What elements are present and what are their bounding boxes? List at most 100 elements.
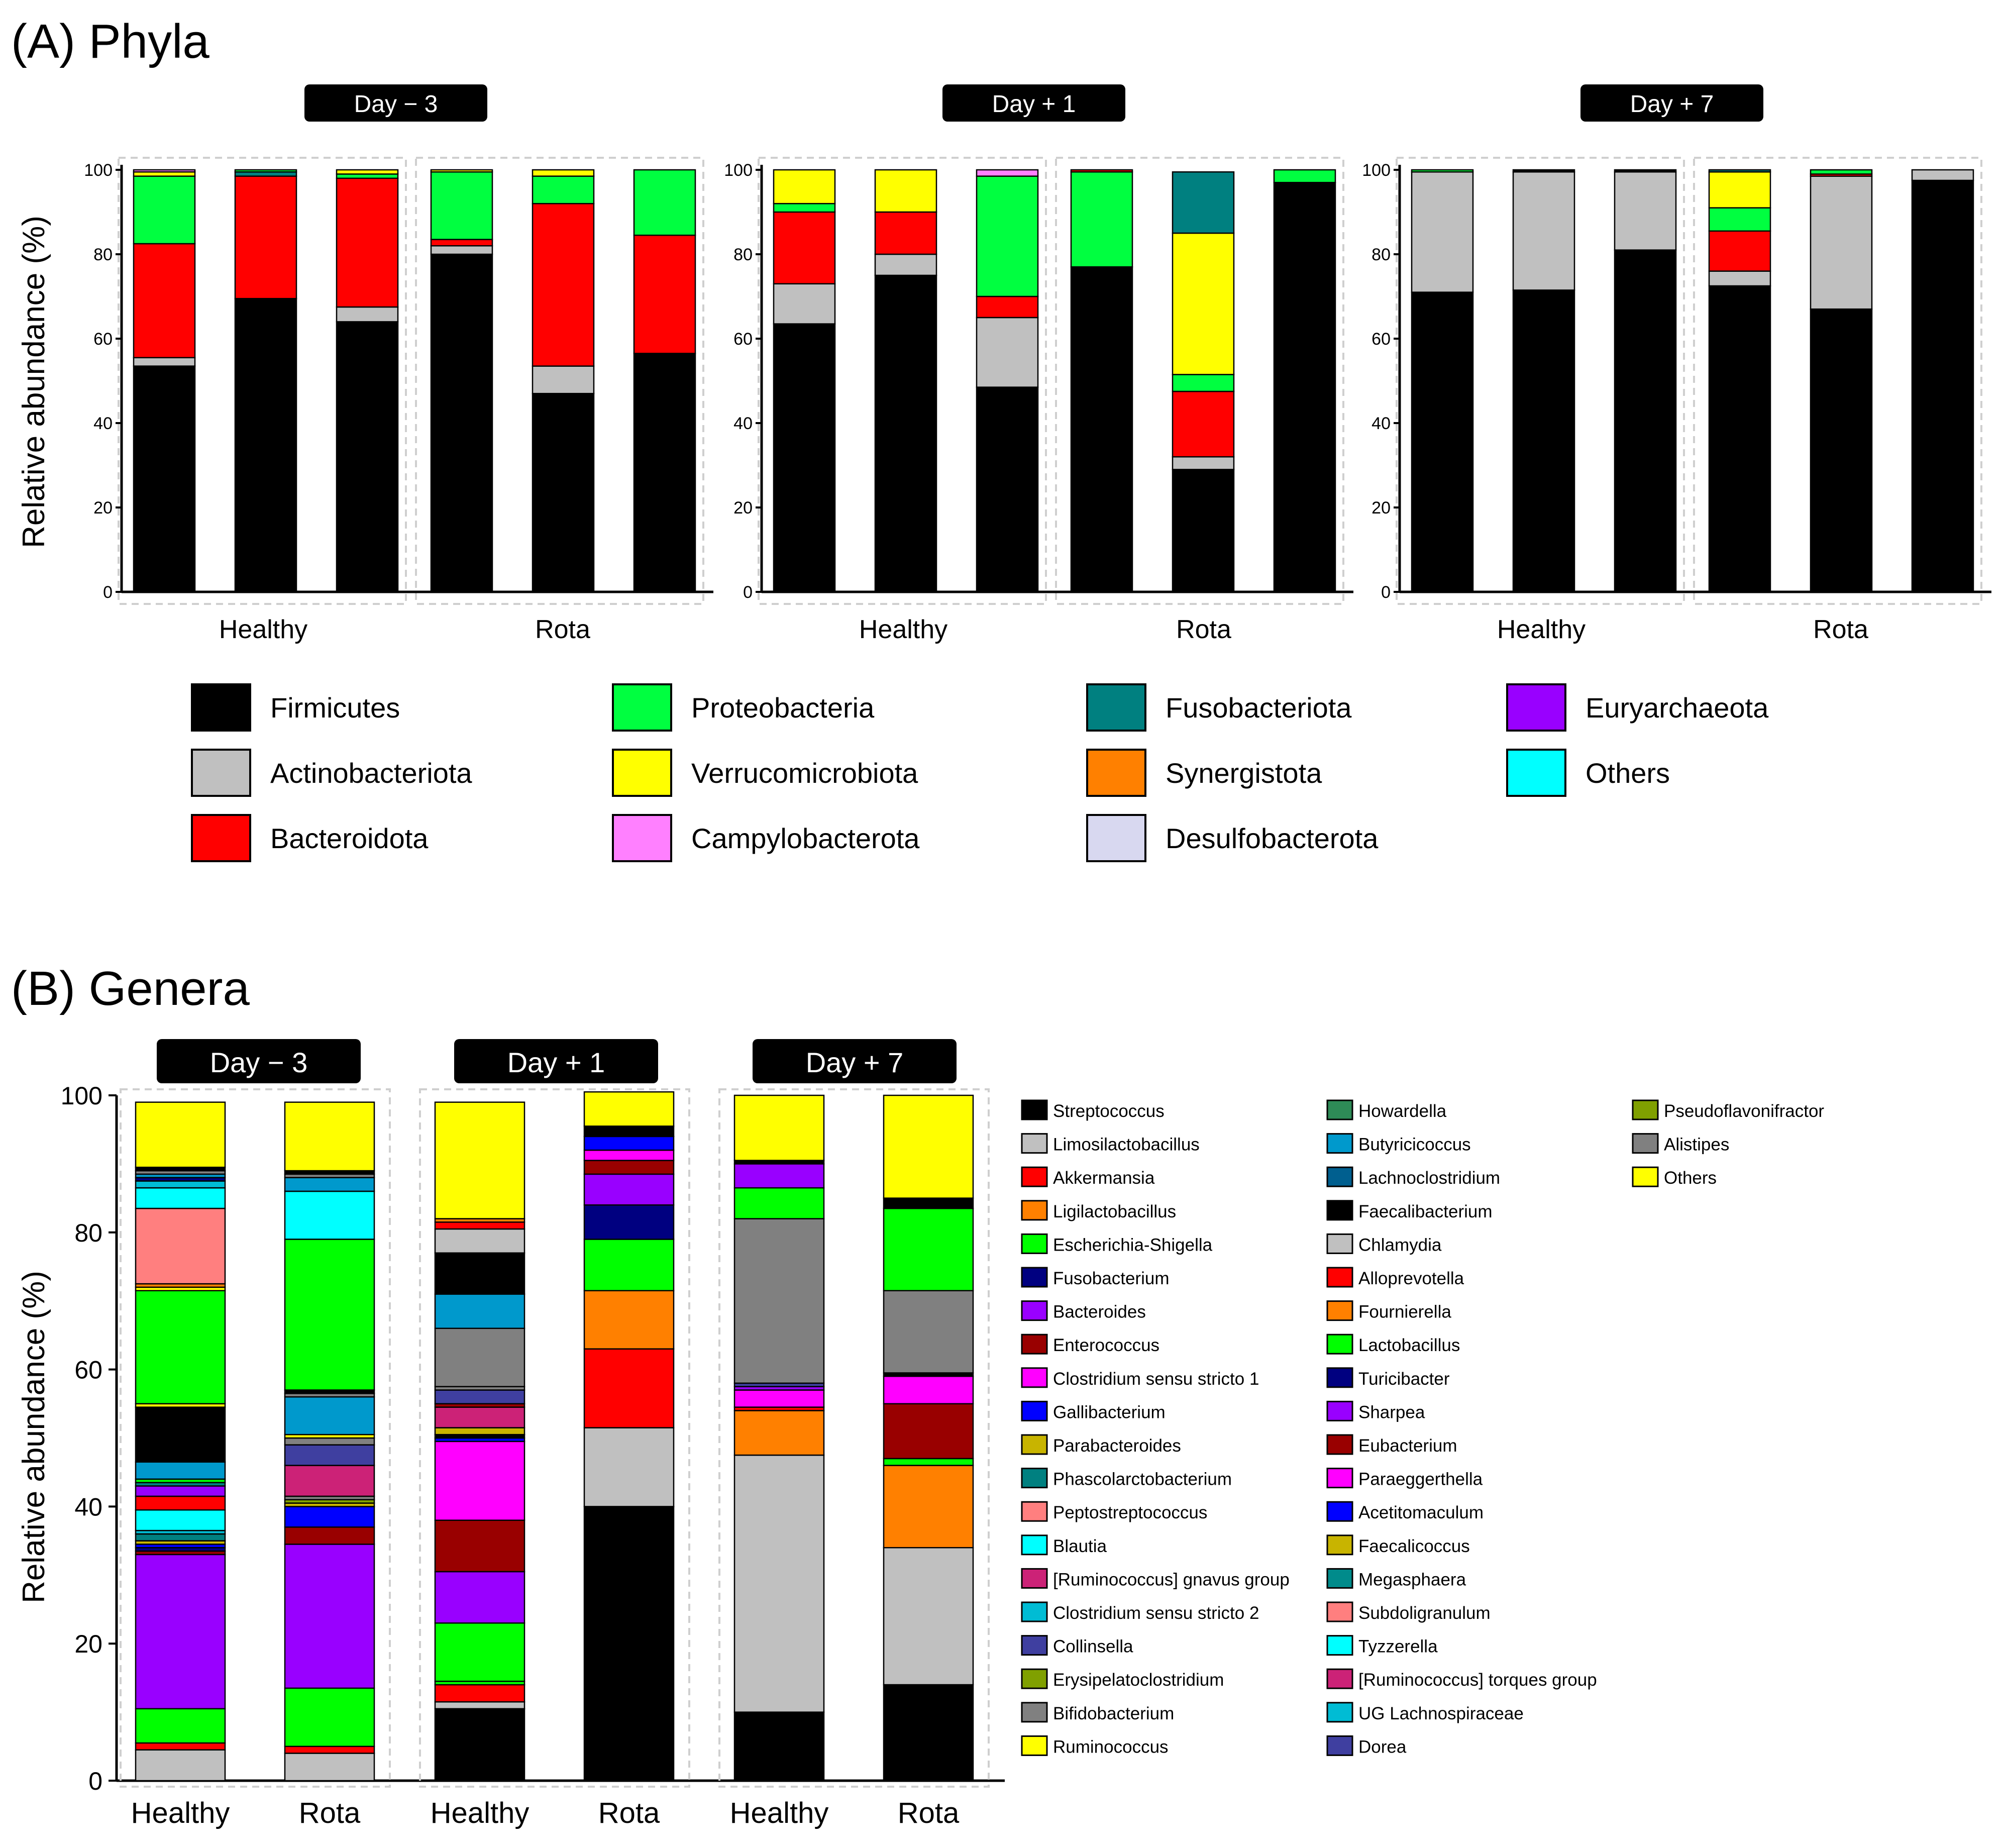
bar-segment-clostridium-sensu-stricto-2 xyxy=(135,1180,226,1189)
legend-label-phascolarctobacterium: Phascolarctobacterium xyxy=(1053,1470,1232,1489)
legend-label-turicibacter: Turicibacter xyxy=(1358,1369,1450,1389)
bar-segment-firmicutes xyxy=(1708,285,1771,593)
legend-label-others: Others xyxy=(1664,1168,1717,1188)
bar-segment-enterococcus xyxy=(284,1526,375,1545)
legend-swatch-howardella xyxy=(1326,1099,1353,1120)
legend-label-clostridium-sensu-stricto-2: Clostridium sensu stricto 2 xyxy=(1053,1603,1259,1623)
bar-segment-bacteroidota xyxy=(976,295,1039,319)
legend-swatch-actinobacteriota xyxy=(191,749,251,797)
bar-segment-phascolarctobacterium xyxy=(135,1533,226,1542)
panel-b-day-minus3-header: Day − 3 xyxy=(157,1039,361,1083)
panel-a-y-tick-label: 40 xyxy=(1371,414,1391,433)
legend-swatch-streptococcus xyxy=(1021,1099,1048,1120)
bar-segment-escherichia-shigella xyxy=(284,1239,375,1391)
bar-segment-bacteroidota xyxy=(633,234,696,354)
legend-swatch-ruminococcus-torques-group xyxy=(1326,1668,1353,1689)
bar-segment-butyricicoccus xyxy=(284,1177,375,1192)
bar-segment-parabacteroides xyxy=(434,1427,525,1435)
panel-b-day-plus7-header: Day + 7 xyxy=(753,1039,957,1083)
bar-segment-butyricicoccus xyxy=(284,1396,375,1435)
legend-label-peptostreptococcus: Peptostreptococcus xyxy=(1053,1503,1207,1522)
legend-label-escherichia-shigella: Escherichia-Shigella xyxy=(1053,1235,1213,1255)
panel-b-y-axis-label: Relative abundance (%) xyxy=(17,1271,51,1603)
panel-a-y-tick-label: 80 xyxy=(733,245,753,264)
bar-segment-actinobacteriota xyxy=(1512,171,1575,291)
legend-label-enterococcus: Enterococcus xyxy=(1053,1336,1159,1355)
panel-a-plots: 0 20 40 60 80 100 0 20 40 60 80 100 0 20 40 60 80 100 xyxy=(84,157,1991,605)
bar-segment-actinobacteriota xyxy=(1911,169,1974,181)
panel-a-day-plus7-header: Day + 7 xyxy=(1580,84,1763,122)
bar-segment-firmicutes xyxy=(874,274,937,593)
bar-segment-campylobacterota xyxy=(976,169,1039,177)
bar-segment-peptostreptococcus xyxy=(135,1207,226,1285)
bar-segment-escherichia-shigella xyxy=(583,1239,675,1291)
bar-segment-proteobacteria xyxy=(1810,169,1873,175)
panel-b-bar-label-rota: Rota xyxy=(898,1797,960,1829)
bar-segment-fusobacteriota xyxy=(1708,169,1771,173)
legend-swatch-campylobacterota xyxy=(612,814,672,862)
panel-a-y-tick-label: 100 xyxy=(84,161,113,180)
bar-segment-actinobacteriota xyxy=(1614,171,1677,251)
panel-b-y-tick-label: 0 xyxy=(88,1767,102,1795)
bar-segment-proteobacteria xyxy=(234,169,297,173)
bar-segment-actinobacteriota xyxy=(773,283,836,325)
panel-a-d1-rota-label: Rota xyxy=(1176,615,1231,644)
legend-swatch-tyzzerella xyxy=(1326,1635,1353,1656)
legend-label-parabacteroides: Parabacteroides xyxy=(1053,1436,1181,1456)
panel-a-group-frame xyxy=(1055,157,1344,605)
panel-a-y-tick-label: 80 xyxy=(1371,245,1391,264)
bar-segment-bacteroides xyxy=(733,1163,825,1189)
bar-segment-akkermansia xyxy=(284,1746,375,1754)
panel-a-d-3-healthy-label: Healthy xyxy=(219,615,307,644)
bar-segment-proteobacteria xyxy=(430,171,493,240)
panel-a-y-tick-label: 100 xyxy=(724,161,753,180)
bar-segment-bacteroides xyxy=(135,1485,226,1497)
bar-segment-fusobacteriota xyxy=(234,171,297,177)
legend-label-acetitomaculum: Acetitomaculum xyxy=(1358,1503,1484,1522)
bar-segment-verrucomicrobiota xyxy=(1172,232,1235,375)
bar-segment-akkermansia xyxy=(135,1495,226,1511)
bar-segment-bacteroidota xyxy=(874,211,937,255)
svg-text:Day + 1: Day + 1 xyxy=(992,91,1076,118)
bar-segment-escherichia-shigella xyxy=(883,1207,974,1291)
legend-swatch-turicibacter xyxy=(1326,1367,1353,1388)
legend-swatch-proteobacteria xyxy=(612,683,672,732)
legend-swatch-bifidobacterium xyxy=(1021,1702,1048,1723)
bar-segment-proteobacteria xyxy=(1172,374,1235,392)
legend-swatch-megasphaera xyxy=(1326,1568,1353,1589)
legend-label-gallibacterium: Gallibacterium xyxy=(1053,1402,1166,1422)
panel-a-y-tick-label: 0 xyxy=(1381,583,1391,602)
legend-swatch-chlamydia xyxy=(1326,1233,1353,1254)
panel-b-y-tick-label: 40 xyxy=(74,1493,102,1521)
bar-segment-actinobacteriota xyxy=(1411,171,1474,293)
svg-text:Day − 3: Day − 3 xyxy=(210,1047,308,1078)
bar-segment-firmicutes xyxy=(1911,179,1974,593)
legend-swatch-acetitomaculum xyxy=(1326,1501,1353,1522)
panel-a-group-frame xyxy=(1396,157,1685,605)
legend-label-synergistota: Synergistota xyxy=(1166,757,1322,789)
legend-label-proteobacteria: Proteobacteria xyxy=(691,692,875,724)
panel-b-day-plus1-header: Day + 1 xyxy=(454,1039,658,1083)
legend-label-fournierella: Fournierella xyxy=(1358,1302,1451,1322)
legend-swatch-eubacterium xyxy=(1326,1434,1353,1455)
bar-segment-ligilactobacillus xyxy=(733,1410,825,1456)
bar-segment-gallibacterium xyxy=(284,1506,375,1528)
bar-segment-campylobacterota xyxy=(133,169,196,173)
bar-segment-bacteroides xyxy=(135,1554,226,1710)
bar-segment-akkermansia xyxy=(434,1221,525,1230)
svg-text:Day + 7: Day + 7 xyxy=(806,1047,904,1078)
bar-segment-firmicutes xyxy=(1411,291,1474,593)
legend-swatch-clostridium-sensu-stricto-1 xyxy=(1021,1367,1048,1388)
bar-segment-escherichia-shigella xyxy=(135,1290,226,1405)
bar-segment-bacteroidota xyxy=(532,202,595,367)
legend-label-euryarchaeota: Euryarchaeota xyxy=(1586,692,1769,724)
legend-swatch-lachnoclostridium xyxy=(1326,1166,1353,1187)
legend-swatch-akkermansia xyxy=(1021,1166,1048,1187)
bar-segment-enterococcus xyxy=(583,1160,675,1175)
bar-segment-firmicutes xyxy=(1614,249,1677,593)
bar-segment-enterococcus xyxy=(883,1403,974,1460)
bar-segment-firmicutes xyxy=(1273,181,1336,593)
legend-label-ug-lachnospiraceae: UG Lachnospiraceae xyxy=(1358,1704,1524,1723)
bar-segment-blautia xyxy=(135,1187,226,1209)
